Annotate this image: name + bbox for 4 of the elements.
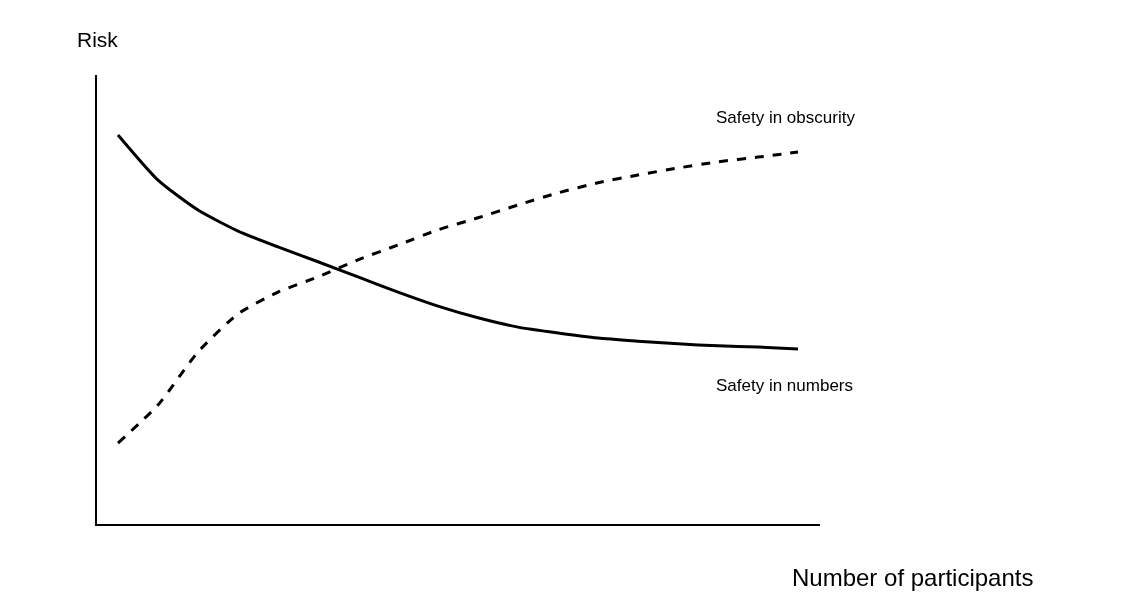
y-axis-title: Risk bbox=[77, 28, 119, 51]
text: Safety in obscurity bbox=[716, 108, 856, 127]
series-label: Safety in numbers bbox=[716, 376, 854, 395]
x-axis-title: Number of participants bbox=[792, 564, 1034, 591]
